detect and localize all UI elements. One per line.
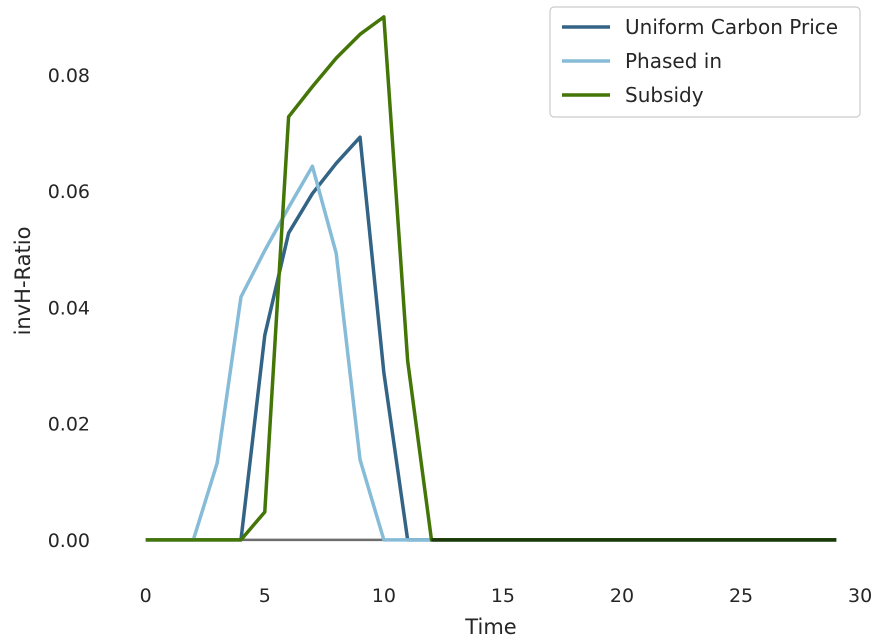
y-tick-label: 0.06 <box>48 181 90 203</box>
y-axis-label: invH-Ratio <box>11 227 35 336</box>
x-tick-label: 0 <box>140 585 152 607</box>
series-line-uniform-carbon-price <box>145 135 837 542</box>
x-tick-label: 25 <box>729 585 753 607</box>
series-lines <box>145 15 837 542</box>
x-tick-label: 15 <box>491 585 515 607</box>
y-tick-label: 0.08 <box>48 65 90 87</box>
x-tick-label: 30 <box>848 585 872 607</box>
y-tick-labels: 0.00 0.02 0.04 0.06 0.08 <box>48 65 90 552</box>
series-line-phased-in <box>145 164 837 542</box>
legend: Uniform Carbon Price Phased in Subsidy <box>549 6 861 118</box>
legend-box <box>549 6 861 118</box>
x-tick-label: 5 <box>259 585 271 607</box>
x-tick-label: 20 <box>610 585 634 607</box>
legend-label-uniform-carbon-price: Uniform Carbon Price <box>625 15 838 39</box>
x-tick-labels: 0 5 10 15 20 25 30 <box>140 585 873 607</box>
legend-label-subsidy: Subsidy <box>625 83 704 107</box>
x-axis-label: Time <box>464 615 516 639</box>
y-tick-label: 0.04 <box>48 297 90 319</box>
x-tick-label: 10 <box>372 585 396 607</box>
legend-label-phased-in: Phased in <box>625 49 722 73</box>
y-tick-label: 0.00 <box>48 530 90 552</box>
y-tick-label: 0.02 <box>48 414 90 436</box>
